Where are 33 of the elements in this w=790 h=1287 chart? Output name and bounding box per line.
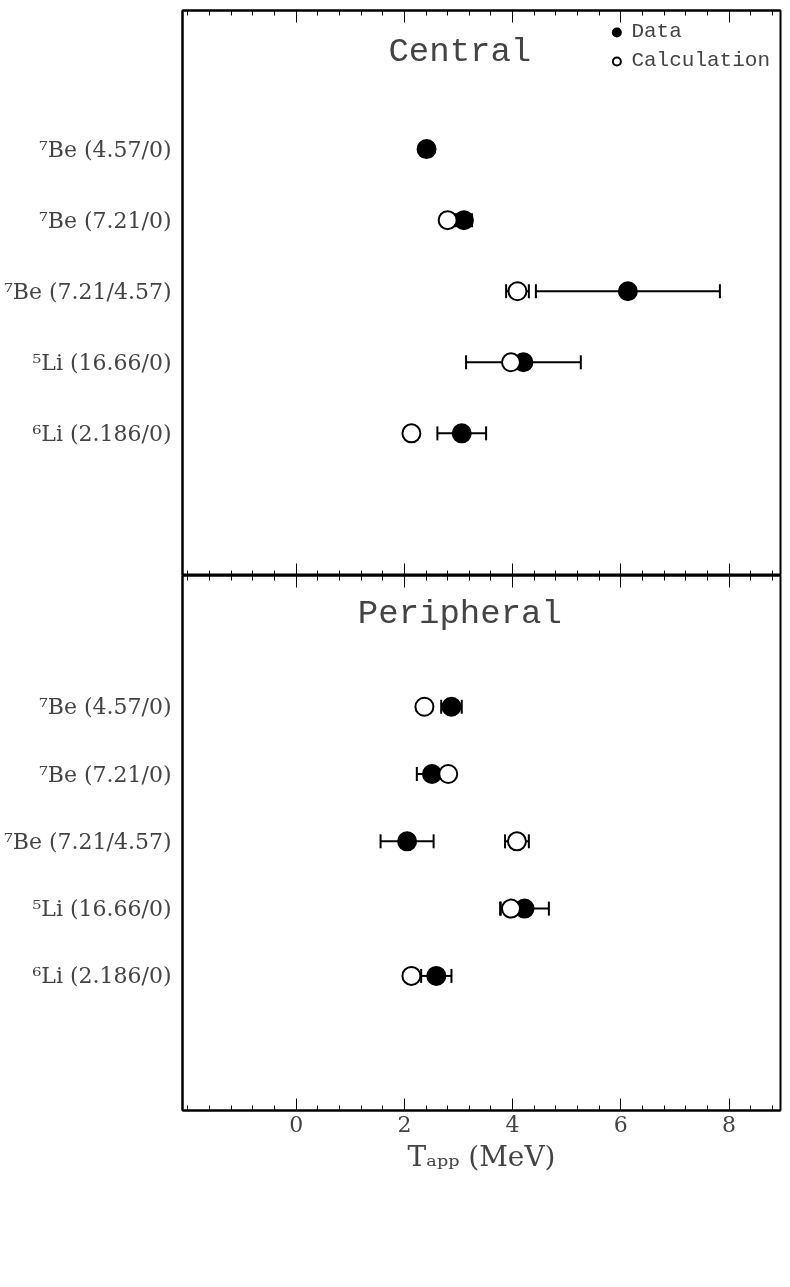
point [401, 423, 422, 444]
x-tick-label: 0 [289, 1111, 304, 1137]
point [416, 139, 437, 160]
point [414, 696, 435, 717]
category-label: ⁷Be (7.21/0) [38, 207, 172, 233]
x-tick-label: 4 [505, 1111, 520, 1137]
chart-title: Peripheral [357, 594, 562, 633]
chart-title: Central [388, 32, 532, 71]
point [500, 898, 521, 919]
category-label: ⁶Li (2.186/0) [32, 963, 172, 989]
category-label: ⁵Li (16.66/0) [32, 896, 172, 922]
category-label: ⁷Be (7.21/0) [38, 761, 172, 787]
point [421, 764, 442, 784]
category-label: ⁷Be (7.21/4.57) [3, 278, 172, 304]
point [438, 764, 459, 784]
category-label: ⁷Be (4.57/0) [38, 694, 172, 720]
category-label: ⁷Be (4.57/0) [38, 136, 172, 162]
x-tick-label: 8 [722, 1111, 737, 1137]
x-tick-label: 2 [397, 1111, 412, 1137]
category-label: ⁶Li (2.186/0) [32, 420, 172, 446]
point [617, 281, 638, 302]
point [437, 210, 458, 231]
legend-label: Data [631, 20, 682, 43]
category-label: ⁷Be (7.21/4.57) [3, 828, 172, 854]
point [397, 831, 418, 852]
legend-label: Calculation [631, 49, 770, 72]
point [500, 352, 521, 373]
category-label: ⁵Li (16.66/0) [32, 349, 172, 375]
point [451, 423, 472, 444]
x-tick-label: 6 [613, 1111, 628, 1137]
point [401, 965, 422, 986]
x-axis-title: Tₐₚₚ (MeV) [407, 1139, 556, 1173]
point [426, 965, 447, 986]
